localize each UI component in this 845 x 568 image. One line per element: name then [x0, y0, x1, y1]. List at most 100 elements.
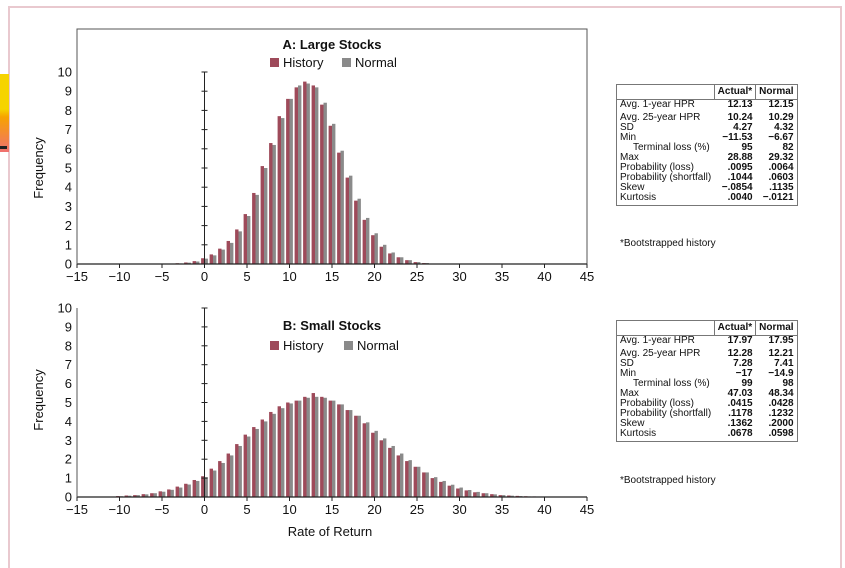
x-tick-label: 0 — [201, 502, 208, 517]
bar-normal — [341, 404, 344, 497]
table-row: Kurtosis.0040−.0121 — [617, 193, 798, 206]
bar-history — [201, 476, 204, 497]
bar-history — [184, 484, 187, 497]
x-tick-label: 30 — [452, 502, 466, 517]
bar-history — [473, 492, 476, 497]
bar-history — [261, 420, 264, 497]
x-tick-label: 35 — [495, 269, 509, 284]
chart-a-title: A: Large Stocks — [283, 37, 382, 52]
bar-history — [388, 253, 391, 264]
bar-history — [363, 220, 366, 264]
normal-value: .0598 — [756, 429, 797, 442]
bar-history — [371, 235, 374, 264]
bar-history — [354, 416, 357, 497]
y-tick-label: 1 — [65, 471, 72, 486]
bar-normal — [392, 252, 395, 264]
legend-history-label: History — [283, 55, 324, 70]
legend-normal-swatch — [344, 341, 353, 350]
x-tick-label: −10 — [108, 502, 130, 517]
bar-normal — [290, 403, 293, 497]
bar-history — [456, 489, 459, 498]
bar-normal — [307, 398, 310, 497]
bar-normal — [366, 218, 369, 264]
x-tick-label: −10 — [108, 269, 130, 284]
y-tick-label: 7 — [65, 357, 72, 372]
bar-history — [329, 126, 332, 264]
actual-value: .0678 — [714, 429, 755, 442]
bar-history — [252, 193, 255, 264]
bar-normal — [468, 490, 471, 497]
bar-normal — [188, 485, 191, 497]
bar-normal — [281, 118, 284, 264]
actual-value: 17.97 — [714, 336, 755, 347]
chart-b-ylabel: Frequency — [31, 369, 46, 431]
bar-history — [244, 214, 247, 264]
bar-normal — [247, 437, 250, 497]
bar-normal — [307, 84, 310, 264]
bar-history — [303, 397, 306, 497]
bar-history — [397, 455, 400, 497]
bar-normal — [349, 410, 352, 497]
x-tick-label: 45 — [580, 502, 594, 517]
bar-history — [218, 249, 221, 264]
bar-history — [235, 444, 238, 497]
table-a-footnote: *Bootstrapped history — [620, 238, 716, 249]
y-tick-label: 6 — [65, 141, 72, 156]
x-tick-label: 45 — [580, 269, 594, 284]
y-tick-label: 5 — [65, 161, 72, 176]
bar-history — [286, 403, 289, 498]
x-tick-label: 20 — [367, 502, 381, 517]
bar-history — [210, 469, 213, 497]
chart-b-legend: History Normal — [270, 338, 399, 353]
x-tick-label: 5 — [243, 269, 250, 284]
col-header-actual: Actual* — [714, 85, 755, 100]
bar-normal — [222, 463, 225, 497]
bar-normal — [383, 245, 386, 264]
bar-history — [252, 427, 255, 497]
bar-normal — [443, 481, 446, 497]
bar-history — [363, 423, 366, 497]
y-tick-label: 1 — [65, 237, 72, 252]
bar-normal — [290, 99, 293, 264]
bar-normal — [358, 199, 361, 264]
bar-history — [312, 393, 315, 497]
bar-normal — [315, 87, 318, 264]
x-tick-label: −5 — [155, 269, 170, 284]
table-corner — [617, 85, 715, 100]
bar-normal — [358, 416, 361, 497]
y-tick-label: 10 — [58, 65, 72, 80]
x-tick-label: −15 — [66, 269, 88, 284]
legend-normal-swatch — [342, 58, 351, 67]
bar-history — [278, 406, 281, 497]
bar-history — [218, 461, 221, 497]
normal-value: −.0121 — [756, 193, 797, 206]
table-corner — [617, 321, 715, 336]
bar-history — [346, 178, 349, 264]
row-label: Kurtosis — [617, 429, 715, 442]
y-tick-label: 8 — [65, 338, 72, 353]
bar-history — [227, 454, 230, 497]
bar-history — [167, 489, 170, 497]
x-tick-label: 15 — [325, 502, 339, 517]
x-tick-label: 20 — [367, 269, 381, 284]
y-tick-label: 8 — [65, 103, 72, 118]
bar-history — [388, 448, 391, 497]
chart-b-title: B: Small Stocks — [283, 318, 381, 333]
x-tick-label: 25 — [410, 269, 424, 284]
y-tick-label: 6 — [65, 376, 72, 391]
bar-normal — [213, 255, 216, 264]
bar-history — [261, 166, 264, 264]
x-tick-label: 0 — [201, 269, 208, 284]
x-tick-label: 10 — [282, 502, 296, 517]
x-tick-label: −15 — [66, 502, 88, 517]
x-tick-label: 5 — [243, 502, 250, 517]
normal-value: 12.15 — [756, 100, 797, 111]
legend-normal-label: Normal — [357, 338, 399, 353]
bar-normal — [230, 243, 233, 264]
bar-history — [193, 480, 196, 497]
bar-normal — [298, 401, 301, 497]
bar-history — [244, 435, 247, 497]
bar-normal — [341, 151, 344, 264]
